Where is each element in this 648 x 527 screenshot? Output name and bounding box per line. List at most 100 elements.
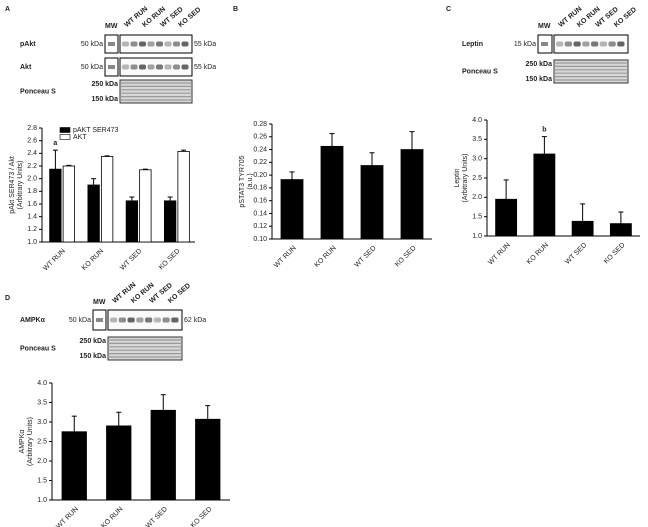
kda-marker: 50 kDa	[69, 317, 91, 324]
x-tick-label: WT RUN	[273, 245, 298, 270]
y-tick-label: 0.10	[253, 236, 267, 243]
band	[171, 317, 179, 323]
y-tick-label: 4.0	[37, 380, 47, 387]
y-tick-label: 1.0	[472, 233, 482, 240]
blot-label: Ponceau S	[462, 68, 498, 75]
blot-label: AMPKα	[20, 317, 46, 324]
kda-marker: 250 kDa	[92, 81, 119, 88]
band	[156, 41, 163, 47]
band	[573, 41, 581, 47]
y-axis-label: (Arbitrary Units)	[27, 417, 34, 466]
kda-marker: 50 kDa	[81, 41, 103, 48]
panel-label: C	[446, 6, 451, 13]
bar	[100, 156, 114, 243]
y-tick-label: 3.0	[472, 156, 482, 163]
y-tick-label: 1.5	[472, 214, 482, 221]
y-tick-label: 1.6	[27, 201, 37, 208]
blot-label: Ponceau S	[20, 345, 56, 352]
mw-band	[541, 42, 548, 46]
bar	[87, 184, 100, 243]
bar	[400, 149, 424, 240]
bar	[163, 200, 177, 243]
band	[130, 41, 138, 47]
annotation: b	[542, 126, 546, 133]
x-tick-label: KO RUN	[314, 245, 338, 269]
mw-label: MW	[93, 299, 106, 306]
kda-marker: 150 kDa	[80, 353, 107, 360]
kda-marker: 15 kDa	[514, 41, 536, 48]
bar	[533, 153, 556, 237]
band	[162, 317, 170, 323]
y-tick-label: 0.14	[253, 210, 267, 217]
ponceau-box	[107, 336, 183, 361]
x-tick-label: KO SED	[190, 506, 214, 527]
y-tick-label: 0.26	[253, 134, 267, 141]
band	[591, 41, 599, 47]
band	[156, 64, 163, 70]
x-tick-label: KO RUN	[100, 506, 124, 527]
panel-label: B	[233, 6, 238, 13]
y-tick-label: 2.0	[27, 176, 37, 183]
blot-label: pAkt	[20, 41, 36, 48]
y-tick-label: 0.22	[253, 159, 267, 166]
kda-marker: 150 kDa	[92, 96, 119, 103]
x-tick-label: WT RUN	[42, 248, 67, 273]
kda-marker: 250 kDa	[80, 338, 107, 345]
x-tick-label: KO RUN	[526, 242, 550, 266]
bar	[320, 145, 344, 240]
y-tick-label: 0.24	[253, 146, 267, 153]
kda-marker: 50 kDa	[81, 64, 103, 71]
band	[122, 64, 129, 70]
kda-marker: 250 kDa	[526, 61, 553, 68]
y-tick-label: 3.0	[37, 419, 47, 426]
y-tick-label: 2.5	[472, 175, 482, 182]
legend-label: pAKT SER473	[73, 127, 119, 134]
y-tick-label: 2.4	[27, 150, 37, 157]
band	[599, 41, 607, 47]
y-tick-label: 2.5	[37, 438, 47, 445]
bar	[139, 169, 152, 243]
band	[153, 317, 161, 323]
y-axis-label: (a.u.)	[247, 173, 254, 189]
band	[147, 64, 155, 70]
x-tick-label: WT SED	[119, 248, 143, 272]
y-axis-label: Leptin	[454, 168, 461, 187]
y-tick-label: 1.2	[27, 226, 37, 233]
panel-label: A	[5, 6, 10, 13]
legend-swatch	[59, 134, 71, 140]
mw-label: MW	[105, 23, 118, 30]
x-tick-label: WT SED	[145, 506, 169, 527]
y-tick-label: 1.5	[37, 477, 47, 484]
y-tick-label: 0.18	[253, 185, 267, 192]
y-tick-label: 0.28	[253, 121, 267, 128]
y-tick-label: 0.20	[253, 172, 267, 179]
kda-marker: 150 kDa	[526, 76, 553, 83]
mw-band	[108, 42, 115, 46]
band	[130, 64, 138, 70]
band	[181, 64, 189, 70]
kda-marker: 62 kDa	[184, 317, 206, 324]
band	[122, 41, 129, 47]
y-axis-label: (Arbitrary Units)	[462, 153, 469, 202]
band	[147, 41, 155, 47]
y-tick-label: 1.8	[27, 188, 37, 195]
legend-label: AKT	[73, 134, 87, 141]
band	[173, 64, 180, 70]
band	[164, 64, 172, 70]
y-tick-label: 2.0	[472, 194, 482, 201]
y-tick-label: 2.2	[27, 163, 37, 170]
band	[173, 41, 180, 47]
blot-label: Akt	[20, 64, 32, 71]
blot-label: Ponceau S	[20, 88, 56, 95]
band	[582, 41, 590, 47]
bar	[150, 409, 176, 501]
y-tick-label: 1.4	[27, 214, 37, 221]
kda-marker: 55 kDa	[194, 64, 216, 71]
ponceau-box	[553, 59, 629, 84]
y-tick-label: 3.5	[37, 399, 47, 406]
band	[608, 41, 616, 47]
band	[617, 41, 625, 47]
bar	[61, 431, 87, 501]
bar	[62, 165, 76, 243]
